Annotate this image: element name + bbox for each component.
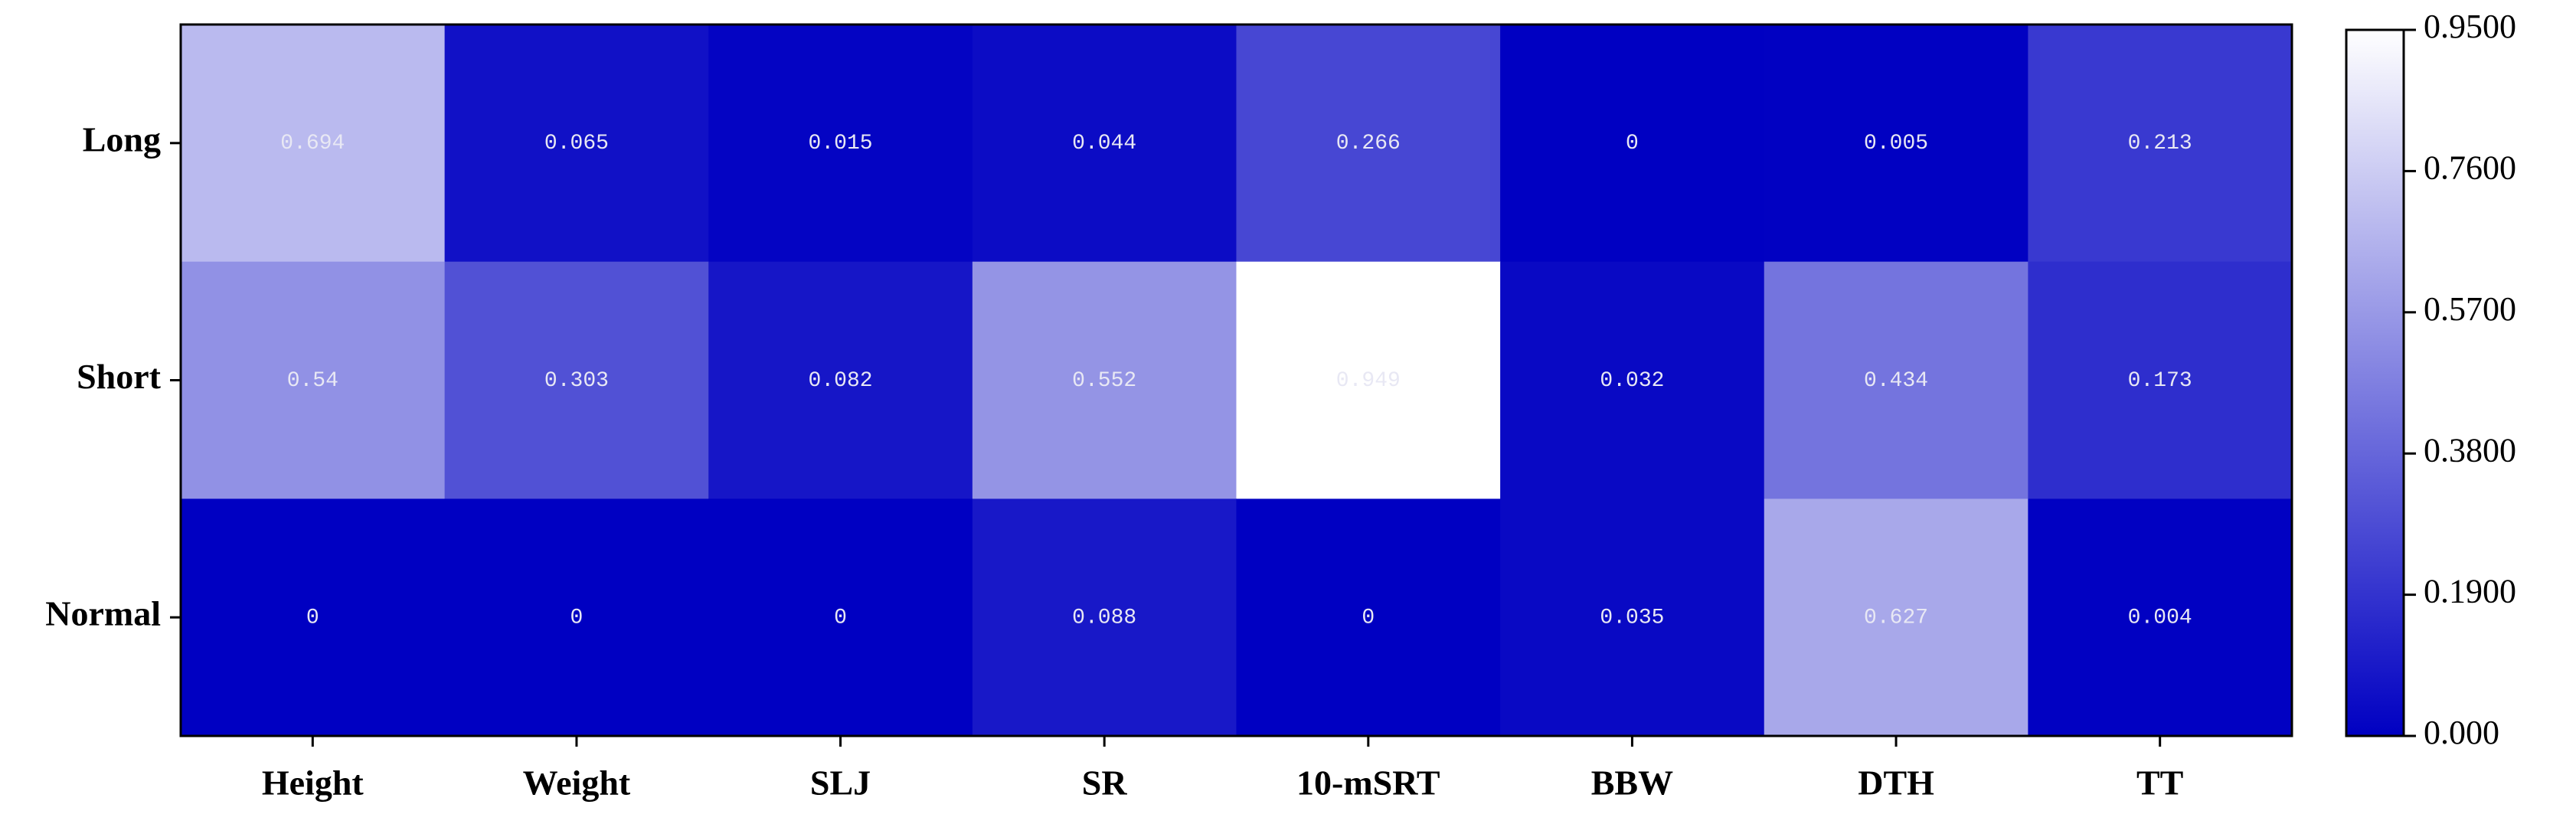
cell-label: 0.949 [1336,369,1401,393]
cell [708,261,973,499]
cell [1500,499,1765,737]
colorbar-tick-label: 0.5700 [2424,290,2516,328]
cell-label: 0.082 [809,369,873,393]
colorbar-tick-label: 0.9500 [2424,8,2516,45]
cell-label: 0.004 [2128,607,2192,630]
cell [2028,261,2293,499]
x-tick-label: DTH [1858,764,1934,803]
y-tick-label: Long [83,119,161,159]
cell [1236,25,1501,263]
cell-label: 0.694 [280,132,345,155]
cell-label: 0.032 [1600,369,1664,393]
cell [708,499,973,737]
y-tick-label: Short [77,357,162,396]
colorbar-tick-label: 0.7600 [2424,149,2516,186]
x-tick-label: SR [1082,764,1128,803]
cell-label: 0.627 [1864,607,1928,630]
cell-label: 0.552 [1072,369,1136,393]
cell [1764,499,2028,737]
cell [708,25,973,263]
cell [1764,261,2028,499]
cell-label: 0 [306,607,319,630]
cell [444,499,709,737]
cell [2028,25,2293,263]
cell [1500,25,1765,263]
cell-label: 0.54 [287,369,338,393]
y-tick-label: Normal [45,594,161,633]
cell [444,261,709,499]
cell-label: 0.005 [1864,132,1928,155]
colorbar-tick-label: 0.3800 [2424,431,2516,469]
cell-label: 0.266 [1336,132,1401,155]
x-tick-label: Weight [523,764,631,803]
cell-label: 0.173 [2128,369,2192,393]
colorbar-tick-label: 0.1900 [2424,573,2516,610]
cell [1500,261,1765,499]
cell [181,261,446,499]
cell [972,499,1237,737]
cell [972,25,1237,263]
cell [181,25,446,263]
cell [1236,499,1501,737]
x-tick-label: Height [262,764,364,803]
cell-label: 0.434 [1864,369,1928,393]
cell-label: 0.015 [809,132,873,155]
cell [444,25,709,263]
cell [1236,261,1501,499]
cell-label: 0 [1626,132,1639,155]
x-tick-label: BBW [1591,764,1673,803]
x-tick-label: SLJ [810,764,871,803]
cell-label: 0.065 [544,132,609,155]
colorbar-tick-label: 0.000 [2424,714,2499,751]
cell-label: 0.213 [2128,132,2192,155]
cell-label: 0 [1362,607,1375,630]
cell-label: 0 [834,607,847,630]
cell-label: 0.044 [1072,132,1136,155]
x-tick-label: TT [2136,764,2183,803]
cell [181,499,446,737]
cell [2028,499,2293,737]
cell-label: 0.035 [1600,607,1664,630]
cell [972,261,1237,499]
x-tick-label: 10-mSRT [1296,764,1440,803]
cell-label: 0.303 [544,369,609,393]
cell [1764,25,2028,263]
cell-label: 0.088 [1072,607,1136,630]
colorbar [2345,28,2405,737]
cell-label: 0 [570,607,584,630]
